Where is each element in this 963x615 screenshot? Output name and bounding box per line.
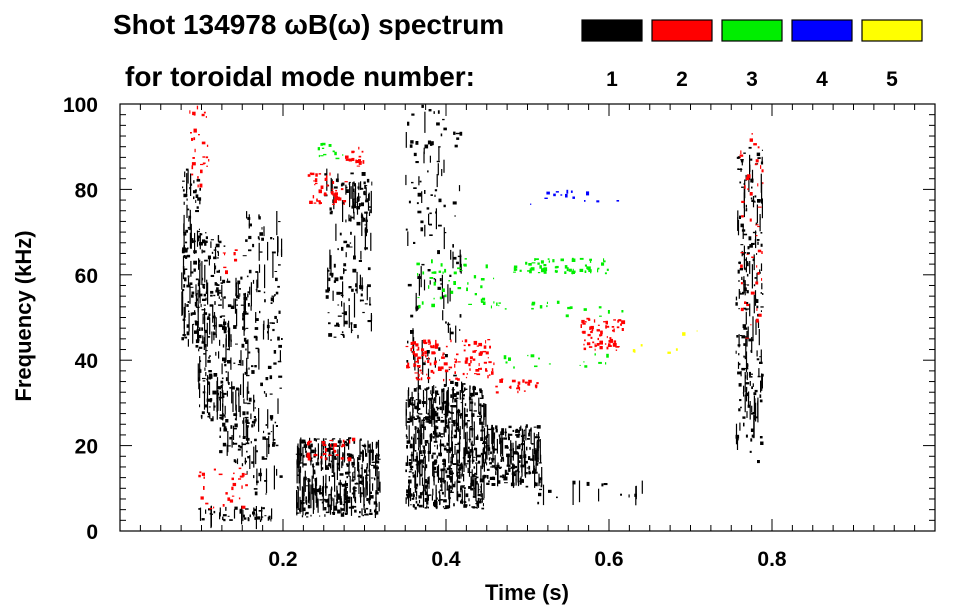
x-axis-label: Time (s)	[485, 580, 569, 605]
blob-mode-2-13	[189, 105, 210, 188]
blob-mode-1-9	[405, 104, 463, 400]
blob-mode-3-25	[416, 258, 495, 309]
blob-mode-1-4	[198, 505, 273, 530]
blob-mode-3-24	[513, 257, 609, 275]
blob-mode-2-21	[580, 317, 626, 351]
blob-mode-3-23	[317, 142, 344, 160]
legend-swatch-mode-2	[651, 19, 713, 42]
blob-mode-3-27	[503, 353, 609, 369]
y-tick-label: 0	[86, 521, 98, 544]
blob-mode-2-22	[739, 133, 764, 339]
blob-mode-1-8	[405, 381, 487, 510]
x-tick-label: 0.8	[757, 548, 787, 571]
blob-mode-2-15	[222, 249, 238, 275]
blob-mode-1-3	[242, 211, 283, 496]
chart-title-line2: for toroidal mode number:	[125, 61, 475, 92]
blob-mode-1-7	[295, 437, 381, 518]
blob-mode-3-26	[490, 300, 624, 318]
blob-mode-2-20	[495, 378, 539, 394]
blob-mode-4-28	[530, 189, 620, 205]
y-tick-label: 20	[75, 436, 98, 459]
blob-mode-2-17	[345, 146, 365, 167]
blob-mode-1-12	[537, 480, 643, 506]
y-tick-label: 60	[75, 265, 98, 288]
x-tick-label: 0.4	[431, 548, 461, 571]
chart-title-line1: Shot 134978 ωB(ω) spectrum	[113, 9, 504, 40]
blob-mode-1-6	[348, 181, 372, 223]
legend: 1 2 3 4 5	[581, 19, 923, 91]
x-tick-label: 0.2	[268, 548, 297, 571]
legend-swatch-mode-4	[791, 19, 853, 42]
blob-mode-5-29	[632, 330, 698, 354]
blob-mode-1-11	[735, 146, 764, 464]
y-axis-label: Frequency (kHz)	[11, 230, 36, 401]
legend-label-mode-1: 1	[606, 68, 618, 91]
legend-swatch-mode-1	[581, 19, 643, 42]
legend-label-mode-5: 5	[886, 68, 898, 91]
legend-label-mode-4: 4	[816, 68, 828, 91]
y-tick-label: 100	[63, 94, 98, 117]
legend-label-mode-2: 2	[676, 68, 688, 91]
blob-mode-1-10	[482, 424, 543, 488]
blob-mode-1-1	[197, 232, 226, 422]
blob-mode-2-18	[306, 437, 356, 462]
y-tick-label: 40	[75, 350, 98, 373]
legend-swatch-mode-5	[861, 19, 923, 42]
axes: 0.2 0.4 0.6 0.8 0 20 40 60 80 100	[63, 94, 936, 571]
blob-mode-1-2	[218, 275, 251, 467]
blob-mode-2-19	[405, 339, 495, 382]
plot-area	[181, 104, 764, 530]
y-tick-label: 80	[75, 179, 98, 202]
blob-mode-2-16	[307, 172, 348, 205]
x-tick-label: 0.6	[594, 548, 623, 571]
legend-swatch-mode-3	[721, 19, 783, 42]
legend-label-mode-3: 3	[746, 68, 758, 91]
blob-mode-2-14	[198, 467, 248, 510]
